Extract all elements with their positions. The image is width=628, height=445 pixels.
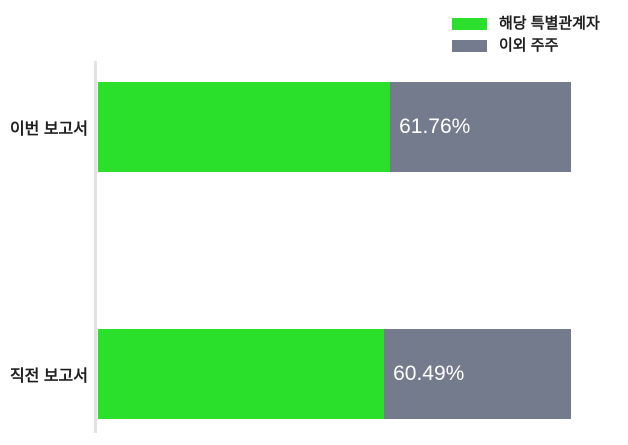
bar-segment-other-shareholders: 61.76% — [390, 82, 571, 172]
value-label: 60.49% — [393, 362, 465, 385]
bar-segment-special-related — [98, 82, 391, 172]
category-label-current-report: 이번 보고서 — [9, 121, 88, 138]
bar-track: 60.49% — [98, 329, 571, 419]
category-label-previous-report: 직전 보고서 — [9, 368, 88, 385]
bar-row-previous-report: 직전 보고서 60.49% — [0, 329, 571, 419]
bar-track: 61.76% — [98, 82, 571, 172]
bar-row-current-report: 이번 보고서 61.76% — [0, 82, 571, 172]
legend-item-special-related: 해당 특별관계자 — [452, 13, 600, 35]
legend-swatch-green — [452, 18, 487, 30]
y-axis-line — [94, 61, 97, 433]
legend-item-other-shareholders: 이외 주주 — [452, 35, 600, 57]
legend: 해당 특별관계자 이외 주주 — [452, 13, 600, 57]
value-label: 61.76% — [399, 115, 471, 138]
legend-swatch-gray — [452, 40, 487, 52]
bar-segment-other-shareholders: 60.49% — [384, 329, 571, 419]
bar-segment-special-related — [98, 329, 385, 419]
legend-label-other-shareholders: 이외 주주 — [499, 37, 559, 54]
legend-label-special-related: 해당 특별관계자 — [499, 15, 600, 32]
